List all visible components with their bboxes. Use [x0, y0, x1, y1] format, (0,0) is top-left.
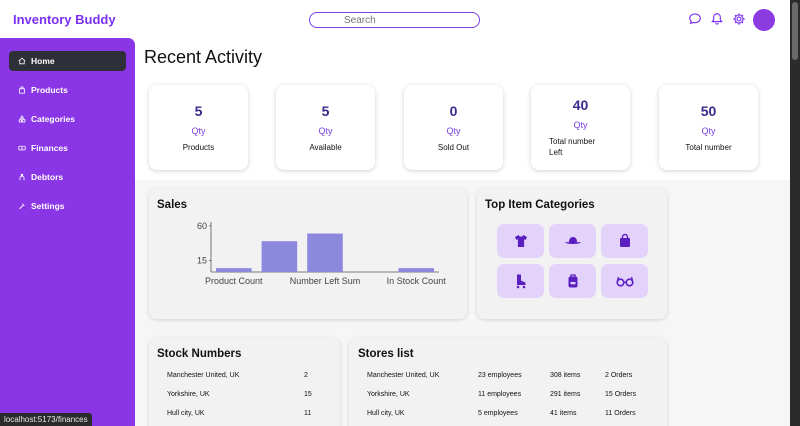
- roller-skate-icon: [516, 274, 525, 289]
- stat-value: 5: [194, 103, 203, 119]
- store-row-location: Hull city, UK: [367, 410, 405, 417]
- store-row-items: 41 items: [550, 410, 577, 417]
- store-row-employees: 23 employees: [478, 372, 522, 379]
- sidebar-item-label: Settings: [31, 201, 65, 211]
- sidebar-item-label: Home: [31, 56, 55, 66]
- glasses-icon: [615, 276, 634, 287]
- chart-bar: [261, 241, 298, 272]
- sidebar-item-label: Finances: [31, 143, 68, 153]
- stat-value: 40: [572, 97, 589, 113]
- category-tile-glasses[interactable]: [601, 264, 648, 298]
- hat-icon: [564, 237, 581, 244]
- stat-qty: Qty: [446, 126, 461, 136]
- stat-label: Total number: [685, 143, 732, 152]
- stat-card-products: 5 Qty Products: [149, 85, 248, 170]
- stat-qty: Qty: [318, 126, 333, 136]
- stat-label: Total number: [549, 137, 596, 146]
- stat-label: Products: [182, 143, 215, 152]
- sidebar: Home Products Categories Finances Debtor…: [0, 38, 135, 426]
- home-icon: [18, 57, 26, 65]
- chart-x-tick-label: In Stock Count: [387, 276, 447, 286]
- person-icon: [19, 173, 25, 181]
- store-row-items: 308 items: [550, 372, 581, 379]
- sidebar-item-label: Debtors: [31, 172, 64, 182]
- chat-icon[interactable]: [688, 12, 702, 26]
- page-title: Recent Activity: [144, 47, 263, 67]
- sidebar-item-home[interactable]: Home: [9, 51, 126, 71]
- category-tile-backpack[interactable]: [549, 264, 596, 298]
- backpack-icon: [568, 274, 577, 288]
- sidebar-item-products[interactable]: Products: [9, 80, 126, 100]
- avatar[interactable]: [753, 9, 775, 31]
- store-row-employees: 11 employees: [478, 391, 522, 398]
- store-row-items: 291 items: [550, 391, 581, 398]
- panel-title: Sales: [157, 199, 188, 211]
- chart-y-tick-label: 60: [197, 221, 207, 231]
- search-input[interactable]: [309, 12, 480, 28]
- money-icon: [18, 145, 26, 151]
- stock-row-location: Manchester United, UK: [167, 372, 240, 379]
- category-tile-roller-skate[interactable]: [497, 264, 544, 298]
- wrench-icon: [19, 203, 25, 210]
- chart-y-tick-label: 15: [197, 255, 207, 265]
- chart-bar: [398, 268, 434, 272]
- store-row-location: Manchester United, UK: [367, 372, 440, 379]
- stat-label-line2: Left: [549, 148, 563, 157]
- stock-row-count: 2: [304, 372, 308, 379]
- panel-title: Stock Numbers: [157, 348, 242, 360]
- scrollbar[interactable]: [790, 0, 800, 426]
- stores-list-panel: Stores list Manchester United, UK 23 emp…: [349, 338, 667, 426]
- stock-row-count: 11: [304, 410, 312, 417]
- store-row-orders: 11 Orders: [605, 410, 636, 417]
- stock-row-count: 15: [304, 391, 312, 398]
- store-row-orders: 15 Orders: [605, 391, 637, 398]
- stat-value: 5: [321, 103, 330, 119]
- store-row-employees: 5 employees: [478, 410, 518, 417]
- sales-panel: Sales 60 15 Product Count Number Left Sum In…: [149, 189, 467, 319]
- category-tile-tshirt[interactable]: [497, 224, 544, 258]
- bag-icon: [19, 86, 25, 94]
- stat-label: Sold Out: [437, 143, 470, 152]
- sales-chart: 60 15 Product Count Number Left Sum In Stock…: [197, 221, 447, 286]
- sidebar-item-settings[interactable]: Settings: [9, 196, 126, 216]
- top-header: Inventory Buddy: [0, 0, 790, 38]
- stock-numbers-panel: Stock Numbers Manchester United, UK 2 Yo…: [149, 338, 340, 426]
- stat-card-total: 50 Qty Total number: [659, 85, 758, 170]
- shapes-icon: [18, 115, 26, 123]
- chart-bar: [307, 233, 343, 272]
- panel-title: Top Item Categories: [485, 199, 595, 211]
- sidebar-item-debtors[interactable]: Debtors: [9, 167, 126, 187]
- chart-x-tick-label: Product Count: [205, 276, 263, 286]
- stat-qty: Qty: [573, 120, 588, 130]
- category-tile-shopping-bag[interactable]: [601, 224, 648, 258]
- sidebar-item-categories[interactable]: Categories: [9, 109, 126, 129]
- gear-icon[interactable]: [732, 12, 746, 26]
- stock-row-location: Yorkshire, UK: [167, 391, 210, 398]
- stat-card-available: 5 Qty Available: [276, 85, 375, 170]
- stat-value: 0: [449, 103, 458, 119]
- sidebar-item-label: Products: [31, 85, 68, 95]
- stock-row-location: Hull city, UK: [167, 410, 205, 417]
- bell-icon[interactable]: [710, 12, 724, 26]
- top-categories-panel: Top Item Categories: [477, 189, 667, 319]
- sidebar-item-label: Categories: [31, 114, 75, 124]
- stat-qty: Qty: [701, 126, 716, 136]
- store-row-location: Yorkshire, UK: [367, 391, 410, 398]
- chart-bar: [216, 268, 252, 272]
- app-brand[interactable]: Inventory Buddy: [13, 12, 116, 27]
- stat-qty: Qty: [191, 126, 206, 136]
- tshirt-icon: [514, 235, 527, 247]
- category-tile-hat[interactable]: [549, 224, 596, 258]
- stat-card-total-left: 40 Qty Total number Left: [531, 85, 630, 170]
- panel-title: Stores list: [358, 348, 414, 360]
- shopping-bag-icon: [619, 233, 630, 247]
- stat-label: Available: [309, 143, 342, 152]
- store-row-orders: 2 Orders: [605, 372, 633, 379]
- sidebar-item-finances[interactable]: Finances: [9, 138, 126, 158]
- stat-card-sold-out: 0 Qty Sold Out: [404, 85, 503, 170]
- scrollbar-thumb[interactable]: [792, 2, 798, 60]
- status-bar-url: localhost:5173/finances: [0, 413, 92, 426]
- stat-value: 50: [700, 103, 717, 119]
- chart-x-tick-label: Number Left Sum: [290, 276, 361, 286]
